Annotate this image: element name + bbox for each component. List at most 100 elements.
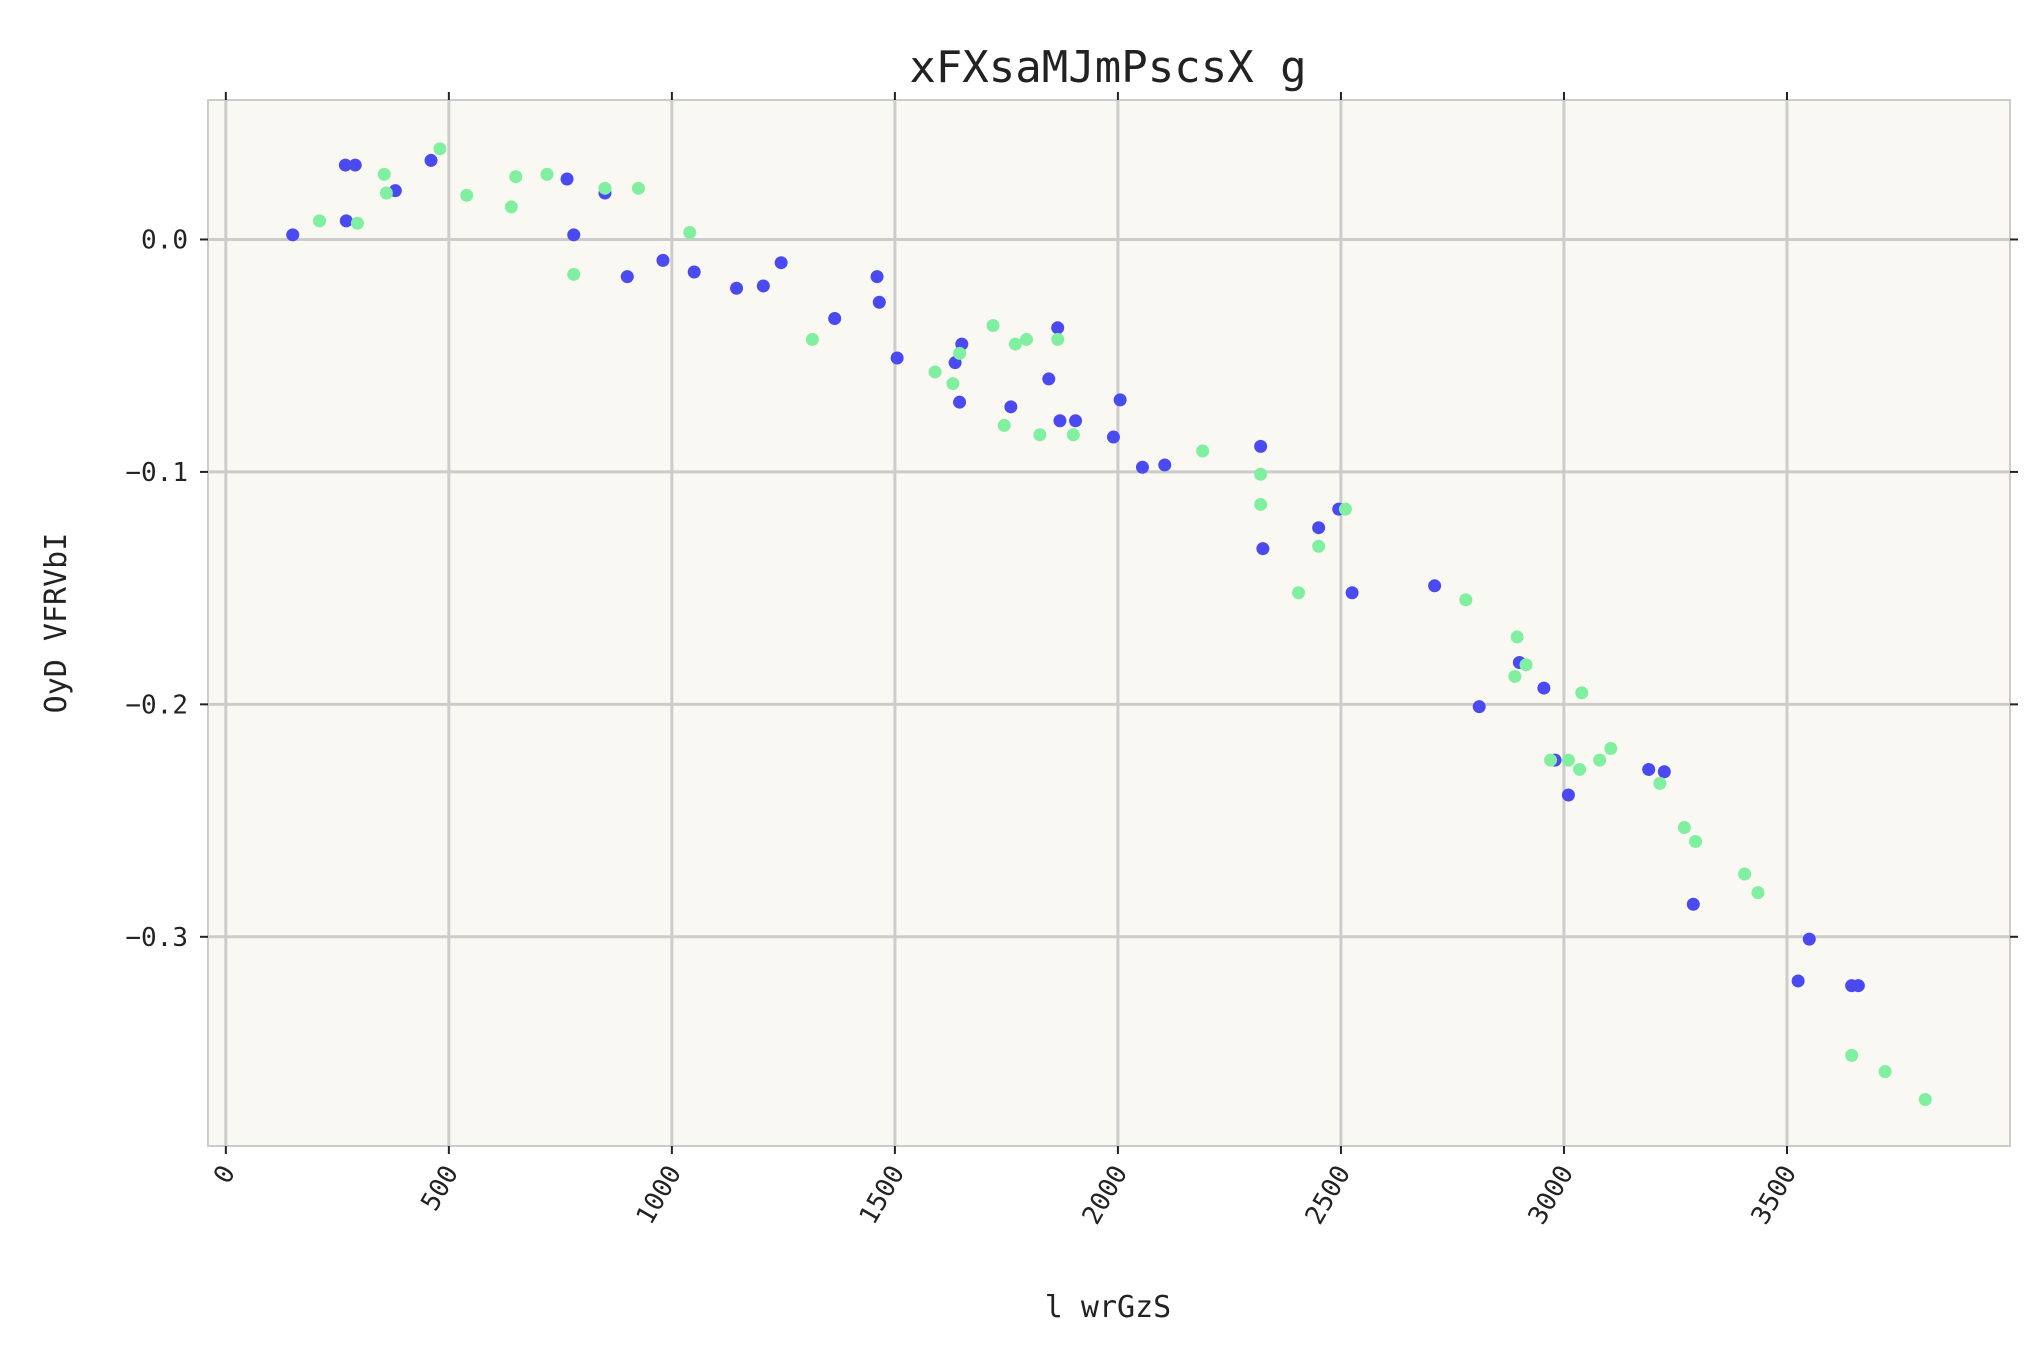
scatter-point-series-2 [631,181,645,195]
scatter-point-series-2 [1254,497,1268,511]
scatter-point-series-2 [1918,1093,1932,1107]
scatter-point-series-2 [1575,686,1589,700]
scatter-point-series-1 [828,311,842,325]
gridlines [208,100,2010,1146]
scatter-point-series-1 [1113,393,1127,407]
scatter-point-series-1 [1312,521,1326,535]
scatter-point-series-1 [1051,321,1065,335]
scatter-point-series-2 [1312,539,1326,553]
x-tick-label: 1000 [631,1161,688,1230]
scatter-point-series-1 [1345,586,1359,600]
y-axis-label: OyD VFRVbI [39,533,74,714]
x-tick-label: 3000 [1523,1161,1580,1230]
scatter-point-series-1 [620,270,634,284]
scatter-point-series-1 [1004,400,1018,414]
x-tick-label: 2500 [1300,1161,1357,1230]
scatter-point-series-1 [1254,439,1268,453]
scatter-point-series-1 [1686,897,1700,911]
y-tick-label: −0.3 [125,923,188,953]
scatter-point-series-2 [504,200,518,214]
y-tick-label: −0.1 [125,458,188,488]
scatter-point-series-2 [379,186,393,200]
scatter-point-series-2 [986,318,1000,332]
scatter-point-series-1 [1802,932,1816,946]
scatter-point-series-2 [509,170,523,184]
scatter-point-series-1 [1851,979,1865,993]
scatter-point-series-2 [1519,658,1533,672]
scatter-point-series-1 [953,395,967,409]
scatter-point-series-1 [890,351,904,365]
scatter-point-series-2 [1254,467,1268,481]
scatter-point-series-2 [1561,753,1575,767]
scatter-point-series-2 [1066,428,1080,442]
plot-frame [207,99,2011,1147]
data-points [286,142,1932,1107]
scatter-point-series-2 [928,365,942,379]
scatter-point-series-2 [1459,593,1473,607]
scatter-point-series-2 [997,418,1011,432]
y-tick-label: 0.0 [141,225,188,255]
scatter-point-series-1 [1561,788,1575,802]
scatter-point-series-2 [460,188,474,202]
scatter-point-series-1 [339,214,353,228]
x-tick-label: 500 [415,1161,464,1217]
scatter-point-series-1 [870,270,884,284]
x-tick-label: 0 [208,1161,242,1190]
scatter-point-series-2 [377,167,391,181]
scatter-point-series-2 [1689,834,1703,848]
scatter-point-series-1 [687,265,701,279]
scatter-point-series-1 [424,153,438,167]
chart-title: xFXsaMJmPscsX g [909,42,1306,93]
scatter-point-series-2 [1051,332,1065,346]
scatter-point-series-2 [313,214,327,228]
x-tick-label: 2000 [1077,1161,1134,1230]
scatter-point-series-2 [1677,821,1691,835]
scatter-point-series-2 [1544,753,1558,767]
scatter-point-series-1 [1657,765,1671,779]
scatter-point-series-2 [540,167,554,181]
scatter-point-series-2 [1008,337,1022,351]
scatter-point-series-2 [1738,867,1752,881]
scatter-point-series-1 [348,158,362,172]
scatter-point-series-1 [560,172,574,186]
scatter-point-series-2 [598,181,612,195]
scatter-point-series-1 [1472,700,1486,714]
scatter-point-series-1 [1053,414,1067,428]
scatter-point-series-1 [286,228,300,242]
scatter-point-series-2 [1878,1065,1892,1079]
scatter-point-series-2 [1508,669,1522,683]
x-axis-label: l wrGzS [1045,1290,1171,1325]
scatter-point-series-1 [1791,974,1805,988]
scatter-point-series-2 [433,142,447,156]
scatter-point-series-1 [872,295,886,309]
scatter-point-series-2 [1573,762,1587,776]
scatter-point-series-1 [756,279,770,293]
scatter-point-series-2 [1751,886,1765,900]
scatter-point-series-2 [350,216,364,230]
scatter-point-series-1 [1537,681,1551,695]
scatter-point-series-1 [1042,372,1056,386]
scatter-point-series-1 [1069,414,1083,428]
scatter-point-series-2 [1033,428,1047,442]
scatter-point-series-2 [1019,332,1033,346]
scatter-point-series-2 [953,346,967,360]
scatter-point-series-2 [1653,776,1667,790]
scatter-point-series-2 [1593,753,1607,767]
y-tick-label: −0.2 [125,690,188,720]
scatter-point-series-2 [1292,586,1306,600]
scatter-point-series-1 [338,158,352,172]
x-tick-label: 3500 [1746,1161,1803,1230]
x-tick-label: 1500 [854,1161,911,1230]
scatter-point-series-2 [1845,1048,1859,1062]
plot-background [208,100,2010,1146]
scatter-point-series-2 [1510,630,1524,644]
scatter-point-series-1 [774,256,788,270]
scatter-point-series-2 [1196,444,1210,458]
scatter-point-series-1 [567,228,581,242]
scatter-point-series-2 [1604,742,1618,756]
scatter-point-series-1 [1106,430,1120,444]
scatter-point-series-1 [730,281,744,295]
scatter-point-series-2 [567,267,581,281]
scatter-point-series-1 [1158,458,1172,472]
